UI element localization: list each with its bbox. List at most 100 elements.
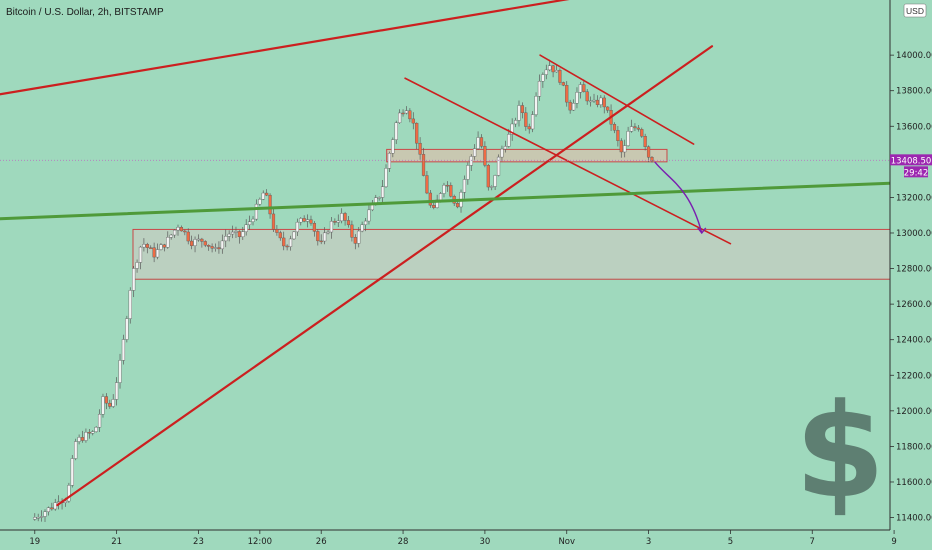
descending-support-line: [404, 77, 732, 245]
candle-body: [101, 396, 105, 415]
candle-body: [377, 197, 381, 199]
candle-body: [449, 185, 453, 197]
candle-body: [104, 396, 108, 404]
candle-body: [217, 247, 221, 250]
time-axis-ticks: 19 21 23 12:00 26 28 30 Nov 3 5 7 9: [29, 530, 897, 547]
candle-body: [108, 402, 112, 407]
candle-body: [476, 137, 480, 149]
candle-body: [254, 203, 259, 220]
candle-body: [442, 184, 446, 194]
candle-body: [558, 70, 562, 83]
candle-body: [271, 213, 276, 230]
candle-body: [176, 227, 180, 231]
candle-body: [503, 146, 507, 150]
candle-body: [534, 96, 538, 115]
candle-body: [524, 112, 528, 127]
candle-body: [142, 244, 146, 248]
x-tick-label: 5: [728, 537, 733, 547]
candle-body: [135, 262, 139, 269]
candle-body: [53, 502, 57, 510]
candle-body: [244, 224, 248, 232]
candle-body: [401, 112, 405, 115]
candle-body: [554, 70, 559, 73]
y-tick-label: 13000.00: [896, 229, 932, 239]
descending-top-line: [539, 54, 695, 145]
currency-badge[interactable]: USD: [903, 3, 927, 18]
current-price-tag: 13408.50 29:42: [890, 154, 932, 178]
dollar-icon: $: [795, 375, 885, 527]
candle-body: [408, 110, 412, 120]
candle-body: [210, 246, 214, 249]
candle-body: [466, 165, 470, 180]
candle-body: [561, 82, 565, 86]
candle-body: [496, 156, 501, 176]
candle-body: [84, 431, 88, 441]
candle-body: [200, 238, 204, 242]
candle-body: [309, 219, 313, 224]
candle-body: [67, 485, 71, 502]
candle-body: [384, 168, 388, 187]
candle-body: [125, 318, 129, 340]
candle-body: [473, 148, 477, 157]
candle-body: [193, 239, 197, 246]
candle-body: [479, 137, 484, 147]
candle-body: [132, 268, 136, 291]
candle-body: [544, 69, 548, 75]
candle-body: [46, 507, 51, 512]
candle-body: [77, 437, 81, 442]
candle-body: [43, 511, 47, 517]
candle-body: [636, 127, 640, 130]
candle-body: [261, 192, 265, 200]
candle-body: [640, 129, 644, 137]
candle-body: [445, 184, 449, 187]
candle-body: [336, 220, 340, 223]
y-tick-label: 13800.00: [896, 87, 932, 97]
candle-body: [326, 231, 330, 234]
candle-body: [292, 231, 296, 240]
candle-body: [288, 238, 293, 247]
candle-body: [312, 223, 316, 232]
projection-arrow: [654, 161, 703, 234]
x-tick-label: 21: [111, 537, 122, 547]
candle-body: [97, 414, 102, 428]
candle-body: [319, 240, 323, 243]
candle-body: [329, 221, 334, 233]
candle-body: [40, 516, 44, 518]
y-tick-label: 12600.00: [896, 300, 932, 310]
zones-layer: [132, 148, 891, 280]
candle-body: [520, 105, 525, 113]
candle-body: [425, 175, 429, 194]
upper-channel-line: [0, 0, 570, 96]
candle-body: [115, 382, 119, 400]
candle-body: [74, 441, 78, 459]
candle-body: [237, 231, 241, 238]
trendlines-layer: [0, 0, 892, 507]
candle-body: [186, 231, 190, 242]
candle-body: [513, 120, 518, 125]
candle-body: [387, 153, 392, 169]
candle-body: [486, 165, 490, 188]
candle-body: [548, 65, 552, 71]
candle-body: [91, 431, 95, 434]
candle-body: [70, 458, 74, 486]
candle-body: [94, 427, 98, 432]
candle-body: [111, 399, 115, 407]
candle-body: [619, 140, 623, 153]
price-axis-ticks: 11400.00 11600.00 11800.00 12000.00 12200.00…: [890, 51, 932, 524]
candle-body: [340, 213, 344, 222]
candle-body: [616, 130, 620, 141]
x-tick-label: 30: [479, 537, 490, 547]
candle-body: [432, 205, 436, 208]
candle-body: [500, 148, 504, 158]
candle-body: [606, 106, 610, 111]
candle-body: [190, 240, 194, 246]
candle-body: [179, 227, 184, 232]
candle-body: [589, 100, 593, 103]
candle-body: [510, 123, 514, 135]
countdown-label: 29:42: [904, 168, 929, 178]
candle-body: [145, 244, 149, 248]
candle-body: [507, 134, 511, 147]
candle-body: [462, 179, 467, 193]
candle-body: [363, 220, 368, 225]
